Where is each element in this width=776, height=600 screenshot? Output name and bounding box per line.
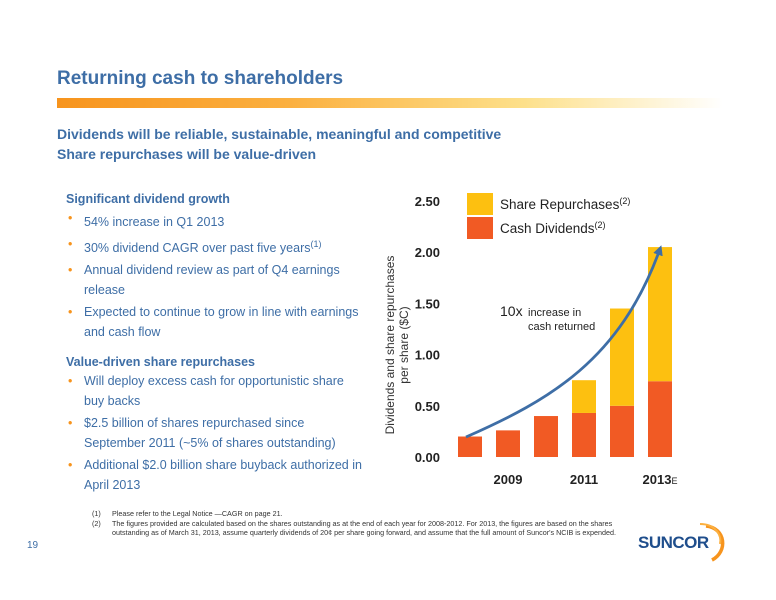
bullet-marker: • [68, 373, 73, 388]
bullet-text: Expected to continue to grow in line wit… [84, 305, 359, 340]
bullet-text: Annual dividend review as part of Q4 ear… [84, 263, 340, 298]
bullet-text: Will deploy excess cash for opportunisti… [84, 373, 344, 408]
legend-swatch-cash-dividends [467, 217, 493, 239]
y-tick-label: 2.50 [415, 194, 440, 209]
list-item: • Additional $2.0 billion share buyback a… [66, 457, 366, 493]
suncor-logo: SUNCOR [638, 523, 725, 562]
bar-segment-cash-dividends [648, 381, 672, 457]
list-item: • Expected to continue to grow in line wi… [66, 304, 366, 340]
left-text-column: Significant dividend growth • 54% increas… [66, 192, 366, 499]
legend-label-sup: (2) [595, 220, 606, 230]
bar-segment-cash-dividends [610, 405, 634, 457]
annotation-line2: cash returned [528, 321, 595, 333]
legend-label-share-repurchases: Share Repurchases(2) [500, 196, 630, 212]
chart-annotation: 10x increase in cash returned [500, 303, 595, 333]
bullet-marker: • [68, 457, 73, 472]
list-item: • Annual dividend review as part of Q4 ea… [66, 262, 366, 298]
legend-label-text: Share Repurchases [500, 197, 620, 212]
section-heading-repurchases: Value-driven share repurchases [66, 354, 255, 369]
subtitle-line: Dividends will be reliable, sustainable,… [57, 126, 502, 142]
y-tick-label: 1.00 [415, 348, 440, 363]
bullet-marker: • [68, 305, 73, 320]
subtitle-line: Share repurchases will be value-driven [57, 146, 317, 162]
x-tick-suffix: E [671, 476, 677, 486]
legend-label-cash-dividends: Cash Dividends(2) [500, 220, 606, 236]
bar-segment-cash-dividends [496, 430, 520, 457]
footnote-text: Please refer to the Legal Notice —CAGR o… [112, 509, 283, 518]
footnote-number: (1) [92, 509, 101, 518]
x-tick-label: 2011 [570, 472, 598, 487]
y-axis-ticks: 0.00 0.50 1.00 1.50 2.00 2.50 [415, 194, 440, 465]
bar-segment-cash-dividends [534, 416, 558, 457]
bullet-marker: • [68, 263, 73, 278]
legend-label-sup: (2) [619, 196, 630, 206]
y-axis-label: Dividends and share repurchases per shar… [383, 256, 411, 435]
y-axis-label-line: per share ($C) [397, 306, 411, 383]
stacked-bar-chart: Dividends and share repurchases per shar… [383, 193, 678, 487]
y-tick-label: 0.00 [415, 450, 440, 465]
dividend-bullet-list: • 54% increase in Q1 2013 • 30% dividend C… [66, 210, 366, 341]
footnote-text: The figures provided are calculated base… [112, 518, 616, 538]
page-number: 19 [27, 540, 39, 551]
bar-segment-cash-dividends [572, 412, 596, 457]
bar-segment-share-repurchases [572, 380, 596, 413]
legend-label-text: Cash Dividends [500, 221, 595, 236]
title-underline-gradient [57, 98, 723, 108]
list-item: • $2.5 billion of shares repurchased sinc… [66, 415, 366, 451]
list-item: • 54% increase in Q1 2013 [66, 210, 366, 230]
logo-text: SUNCOR [638, 533, 709, 552]
footnote-number: (2) [92, 518, 101, 528]
bullet-text: $2.5 billion of shares repurchased since… [84, 415, 336, 450]
bullet-text: Additional $2.0 billion share buyback au… [84, 457, 362, 493]
y-tick-label: 1.50 [415, 296, 440, 311]
legend-swatch-share-repurchases [467, 193, 493, 215]
repurchase-bullet-list: • Will deploy excess cash for opportunist… [66, 373, 366, 493]
list-item: • Will deploy excess cash for opportunist… [66, 373, 366, 409]
logo-swoosh-icon [699, 523, 722, 545]
bullet-marker: • [68, 211, 73, 225]
bullet-marker: • [68, 237, 73, 252]
bar-segment-cash-dividends [458, 436, 482, 457]
bullet-text: 54% increase in Q1 2013 [84, 215, 225, 230]
chart-legend: Share Repurchases(2) Cash Dividends(2) [467, 193, 630, 239]
footnote: (1) Please refer to the Legal Notice —CAG… [92, 509, 632, 519]
y-axis-label-line: Dividends and share repurchases [383, 256, 397, 435]
annotation-big: 10x [500, 303, 523, 319]
x-tick-label: 2013E [643, 472, 678, 487]
growth-arrow [465, 245, 663, 439]
section-heading-dividends: Significant dividend growth [66, 192, 230, 206]
bullet-marker: • [68, 415, 73, 430]
list-item: • 30% dividend CAGR over past five years(… [66, 236, 366, 256]
slide-title: Returning cash to shareholders [57, 68, 344, 89]
bullet-sup: (1) [310, 239, 322, 250]
x-axis-ticks: 2009 2011 2013E [494, 472, 678, 487]
x-tick-label: 2009 [494, 472, 523, 487]
y-tick-label: 2.00 [415, 245, 440, 260]
footnote: (2) The figures provided are calculated b… [92, 519, 632, 538]
y-tick-label: 0.50 [415, 399, 440, 414]
annotation-line1: increase in [528, 307, 581, 319]
bullet-text: 30% dividend CAGR over past five years [84, 241, 311, 256]
slide-subtitle: Dividends will be reliable, sustainable,… [57, 124, 501, 164]
footnotes: (1) Please refer to the Legal Notice —CAG… [92, 509, 632, 538]
